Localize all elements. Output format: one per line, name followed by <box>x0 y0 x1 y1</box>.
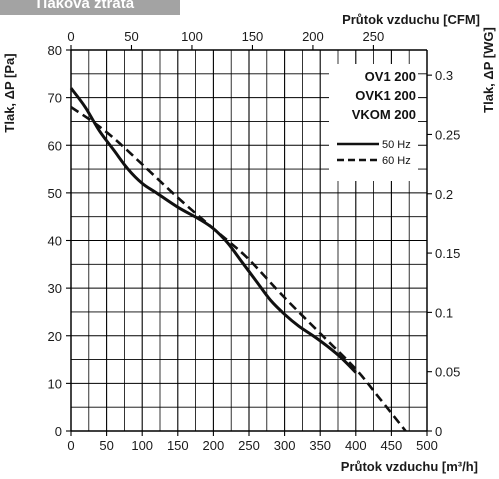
y2-tick-label: 0.3 <box>435 68 453 83</box>
y-tick-label: 30 <box>48 281 62 296</box>
y-tick-label: 0 <box>55 424 62 439</box>
x2-axis-title: Průtok vzduchu [CFM] <box>342 12 480 27</box>
x-tick-label: 100 <box>131 438 153 453</box>
legend-entry-label: 60 Hz <box>382 155 411 167</box>
x2-tick-label: 200 <box>302 29 324 44</box>
legend: OV1 200 OVK1 200 VKOM 200 50 Hz 60 Hz <box>329 64 418 181</box>
x-tick-label: 350 <box>309 438 331 453</box>
y-tick-label: 70 <box>48 91 62 106</box>
y-tick-label: 40 <box>48 234 62 249</box>
x-tick-label: 400 <box>345 438 367 453</box>
legend-model-name: OV1 200 <box>365 69 416 84</box>
y2-tick-label: 0.15 <box>435 246 460 261</box>
x-tick-label: 50 <box>99 438 113 453</box>
x-tick-label: 0 <box>67 438 74 453</box>
x-tick-label: 500 <box>416 438 438 453</box>
x-axis-title: Průtok vzduchu [m³/h] <box>341 459 478 474</box>
y2-axis-title: Tlak, ΔP [WG] <box>481 27 496 113</box>
chart-title: Tlaková ztráta <box>34 0 135 12</box>
tick-labels: 0 50 100 150 200 250 300 350 400 450 5000102030405… <box>48 29 461 453</box>
y-tick-label: 10 <box>48 376 62 391</box>
x2-tick-label: 100 <box>181 29 203 44</box>
legend-model-name: VKOM 200 <box>352 107 416 122</box>
title-banner: Tlaková ztráta <box>0 0 180 15</box>
x-tick-label: 200 <box>203 438 225 453</box>
y-tick-label: 80 <box>48 43 62 58</box>
y-tick-label: 60 <box>48 138 62 153</box>
x2-tick-label: 150 <box>242 29 264 44</box>
title-banner-background <box>0 0 180 15</box>
y-tick-label: 20 <box>48 329 62 344</box>
x-tick-label: 300 <box>274 438 296 453</box>
y2-tick-label: 0 <box>435 424 442 439</box>
y2-tick-label: 0.25 <box>435 127 460 142</box>
legend-entry-label: 50 Hz <box>382 139 411 151</box>
series-lines <box>69 87 407 432</box>
x-tick-label: 450 <box>381 438 403 453</box>
x2-tick-label: 0 <box>67 29 74 44</box>
x-tick-label: 150 <box>167 438 189 453</box>
x2-tick-label: 50 <box>124 29 138 44</box>
y-axis-title: Tlak, ΔP [Pa] <box>2 53 17 132</box>
y2-tick-label: 0.1 <box>435 305 453 320</box>
axes <box>66 45 432 436</box>
x2-tick-label: 250 <box>363 29 385 44</box>
legend-box <box>329 64 418 181</box>
legend-model-name: OVK1 200 <box>355 88 416 103</box>
y2-tick-label: 0.2 <box>435 187 453 202</box>
y-tick-label: 50 <box>48 186 62 201</box>
x-tick-label: 250 <box>238 438 260 453</box>
y2-tick-label: 0.05 <box>435 365 460 380</box>
